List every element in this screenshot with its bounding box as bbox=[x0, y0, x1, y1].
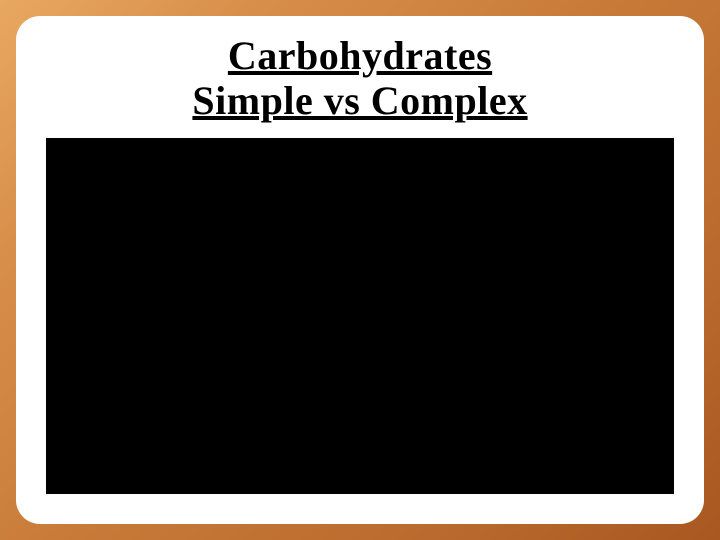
slide-inner-panel: Carbohydrates Simple vs Complex bbox=[16, 16, 704, 524]
media-placeholder bbox=[46, 138, 674, 494]
slide-outer-frame: Carbohydrates Simple vs Complex bbox=[0, 0, 720, 540]
title-line2: Simple vs Complex bbox=[46, 78, 674, 124]
title-line1: Carbohydrates bbox=[46, 34, 674, 78]
title-block: Carbohydrates Simple vs Complex bbox=[46, 34, 674, 124]
